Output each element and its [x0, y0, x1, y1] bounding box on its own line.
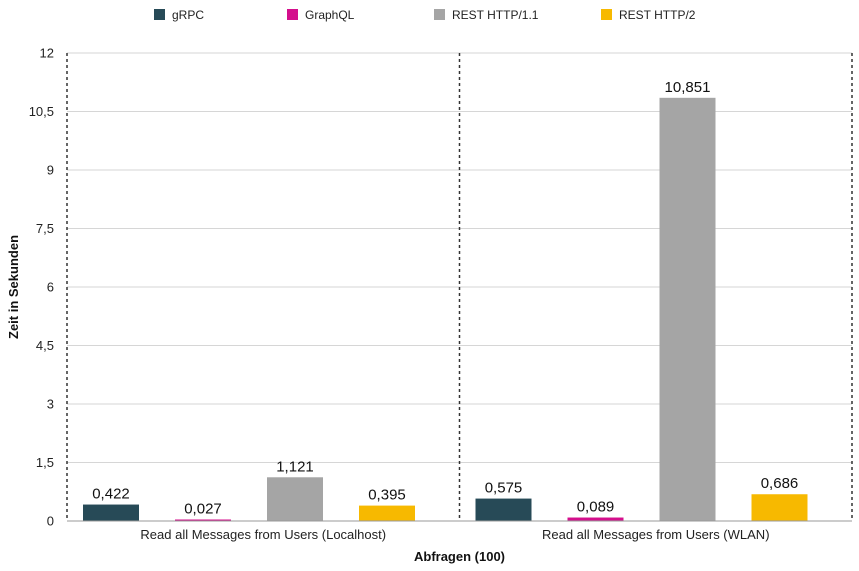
bar-grpc — [475, 498, 532, 521]
category-labels: Read all Messages from Users (Localhost)… — [140, 527, 769, 542]
y-tick-label: 6 — [47, 280, 54, 295]
bar-rest-http-1-1 — [659, 97, 716, 521]
legend-label: REST HTTP/1.1 — [452, 8, 539, 22]
y-axis-title: Zeit in Sekunden — [6, 235, 21, 339]
bar-rest-http-1-1 — [267, 477, 323, 521]
data-label: 0,395 — [368, 487, 406, 504]
data-label: 0,422 — [92, 486, 130, 503]
bar-graphql — [567, 517, 624, 521]
data-label: 0,027 — [184, 501, 222, 518]
y-axis-ticks: 0 1,5 3 4,5 6 7,5 9 10,5 12 — [29, 46, 54, 529]
y-tick-label: 4,5 — [36, 338, 54, 353]
y-tick-label: 1,5 — [36, 455, 54, 470]
category-label: Read all Messages from Users (WLAN) — [542, 527, 770, 542]
legend-label: REST HTTP/2 — [619, 8, 696, 22]
y-tick-label: 3 — [47, 397, 54, 412]
y-tick-label: 12 — [40, 46, 54, 61]
data-label: 0,575 — [485, 480, 523, 497]
bar-rest-http-2 — [751, 494, 808, 521]
data-label: 10,851 — [665, 79, 711, 96]
legend-swatch — [154, 9, 165, 20]
y-tick-label: 7,5 — [36, 221, 54, 236]
data-label: 1,121 — [276, 458, 314, 475]
data-label: 0,089 — [577, 499, 615, 516]
y-tick-label: 0 — [47, 514, 54, 529]
legend-swatch — [287, 9, 298, 20]
legend-label: GraphQL — [305, 8, 355, 22]
legend-swatch — [601, 9, 612, 20]
bar-graphql — [175, 519, 231, 521]
bars — [83, 97, 808, 521]
category-label: Read all Messages from Users (Localhost) — [140, 527, 386, 542]
legend-label: gRPC — [172, 8, 204, 22]
legend-swatch — [434, 9, 445, 20]
bar-grpc — [83, 504, 139, 521]
category-separators — [66, 53, 853, 521]
y-tick-label: 10,5 — [29, 104, 54, 119]
data-label: 0,686 — [761, 475, 799, 492]
bar-rest-http-2 — [359, 505, 415, 521]
data-labels: 0,422 0,027 1,121 0,395 0,575 0,089 10,851 0,68… — [92, 79, 798, 518]
y-tick-label: 9 — [47, 163, 54, 178]
legend: gRPC GraphQL REST HTTP/1.1 REST HTTP/2 — [154, 8, 696, 22]
x-axis-title: Abfragen (100) — [414, 549, 505, 564]
